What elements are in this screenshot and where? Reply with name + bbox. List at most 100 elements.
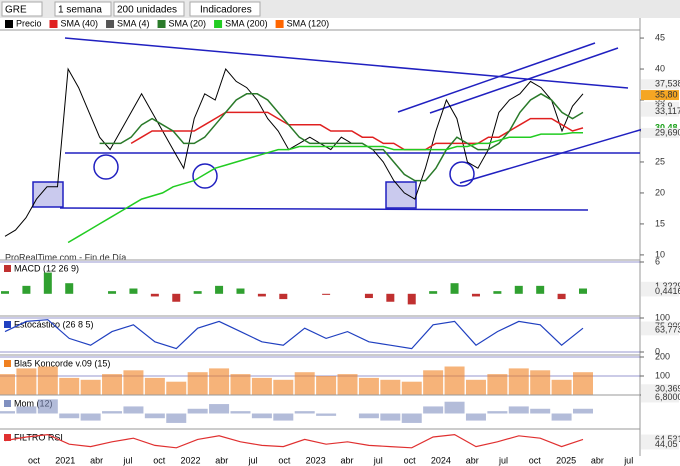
area-bar	[59, 413, 80, 419]
zone-circle	[449, 161, 475, 187]
symbol[interactable]: GRE	[5, 5, 27, 16]
x-tick-label: jul	[248, 455, 258, 465]
legend-label: SMA (40)	[61, 18, 99, 28]
legend-label: SMA (200)	[225, 18, 268, 28]
area-bar	[209, 368, 230, 395]
bar	[129, 288, 138, 294]
area-bar	[551, 413, 572, 421]
legend-swatch	[214, 20, 223, 28]
area-bar	[423, 406, 444, 414]
bar	[257, 293, 266, 297]
x-tick-label: oct	[529, 455, 542, 465]
bar	[1, 291, 9, 294]
area-bar	[102, 411, 123, 414]
zone-circle	[93, 154, 119, 180]
area-bar	[573, 372, 593, 395]
x-tick-label: jul	[373, 455, 383, 465]
bar	[236, 288, 245, 294]
units[interactable]: 200 unidades	[117, 5, 177, 16]
indicators[interactable]: Indicadores	[200, 5, 252, 16]
bar	[429, 291, 438, 294]
panel-title: FILTRO RSI	[14, 432, 63, 442]
area-bar	[251, 413, 272, 419]
period[interactable]: 1 semana	[58, 5, 102, 16]
panel-title-swatch	[4, 265, 11, 272]
y-tick-label: 100	[655, 370, 670, 380]
channel-line	[429, 47, 619, 114]
legend-label: SMA (20)	[169, 18, 207, 28]
bar	[108, 291, 117, 294]
price-label: 35,80	[655, 89, 678, 99]
price-label: 6,8000	[655, 392, 680, 402]
area-bar	[16, 368, 37, 395]
area-bar	[102, 374, 123, 395]
price-label-bg	[641, 286, 679, 297]
area-bar	[508, 406, 529, 414]
price-label: 0,4416	[655, 286, 680, 296]
period-box[interactable]	[54, 1, 112, 17]
price-label: 30,48	[655, 122, 678, 132]
y-tick-label: 200	[655, 351, 670, 361]
y-tick-label: 0	[655, 346, 660, 356]
bar	[450, 283, 459, 294]
channel-line	[459, 126, 651, 184]
y-tick-label: 100	[655, 312, 670, 322]
x-tick-label: abr	[90, 455, 103, 465]
line-series	[4, 433, 584, 449]
y-tick-label: 40	[655, 63, 665, 73]
zone	[385, 181, 417, 209]
area-bar	[294, 372, 315, 395]
x-tick-label: 2025	[556, 455, 576, 465]
area-bar	[80, 413, 101, 421]
price-label: 33,117	[655, 106, 680, 116]
price-label: 1,3229	[655, 281, 680, 291]
legend-label: SMA (120)	[287, 18, 330, 28]
bar	[279, 293, 288, 300]
y-tick-label: 25	[655, 156, 665, 166]
trend-lines	[32, 37, 651, 211]
zone	[32, 181, 64, 208]
bar	[364, 293, 373, 299]
bar	[407, 293, 416, 305]
indicators-box[interactable]	[189, 1, 261, 17]
price-label: 63,773	[655, 325, 680, 335]
x-tick-label: abr	[466, 455, 479, 465]
bar	[536, 285, 545, 294]
x-tick-label: abr	[215, 455, 228, 465]
area-bar	[251, 377, 272, 395]
legend-swatch	[106, 20, 115, 28]
area-bar	[316, 413, 337, 416]
x-tick-label: oct	[153, 455, 166, 465]
area-bar	[80, 379, 101, 395]
area-bar	[444, 366, 465, 395]
y-tick-label: 10	[655, 249, 665, 259]
area-bar	[380, 379, 401, 395]
symbol-box[interactable]	[1, 1, 43, 17]
x-tick-label: 2024	[431, 455, 451, 465]
legend-label: Precio	[16, 18, 42, 28]
area-bar	[401, 381, 422, 395]
area-bar	[358, 413, 379, 419]
bar	[557, 293, 566, 300]
area-bar	[37, 399, 58, 414]
panel-title-swatch	[4, 400, 11, 407]
area-bar	[487, 374, 508, 395]
price-label-bg	[641, 79, 679, 90]
panel-title: Bla5 Koncorde v.09 (15)	[14, 358, 110, 368]
units-box[interactable]	[113, 1, 185, 17]
price-label-bg	[641, 439, 679, 450]
area-bar	[380, 413, 401, 421]
area-bar	[273, 379, 294, 395]
watermark: ProRealTime.com - Fin de Día	[5, 252, 126, 262]
area-bar	[401, 413, 422, 423]
legend-swatch	[5, 20, 13, 28]
area-bar	[294, 411, 315, 414]
y-tick-label: 15	[655, 218, 665, 228]
x-tick-label: jul	[623, 455, 633, 465]
x-tick-label: 2021	[55, 455, 75, 465]
x-tick-label: jul	[498, 455, 508, 465]
line-series	[67, 132, 583, 244]
price-label: 33,9	[655, 101, 673, 111]
y-tick-label: 20	[655, 187, 665, 197]
